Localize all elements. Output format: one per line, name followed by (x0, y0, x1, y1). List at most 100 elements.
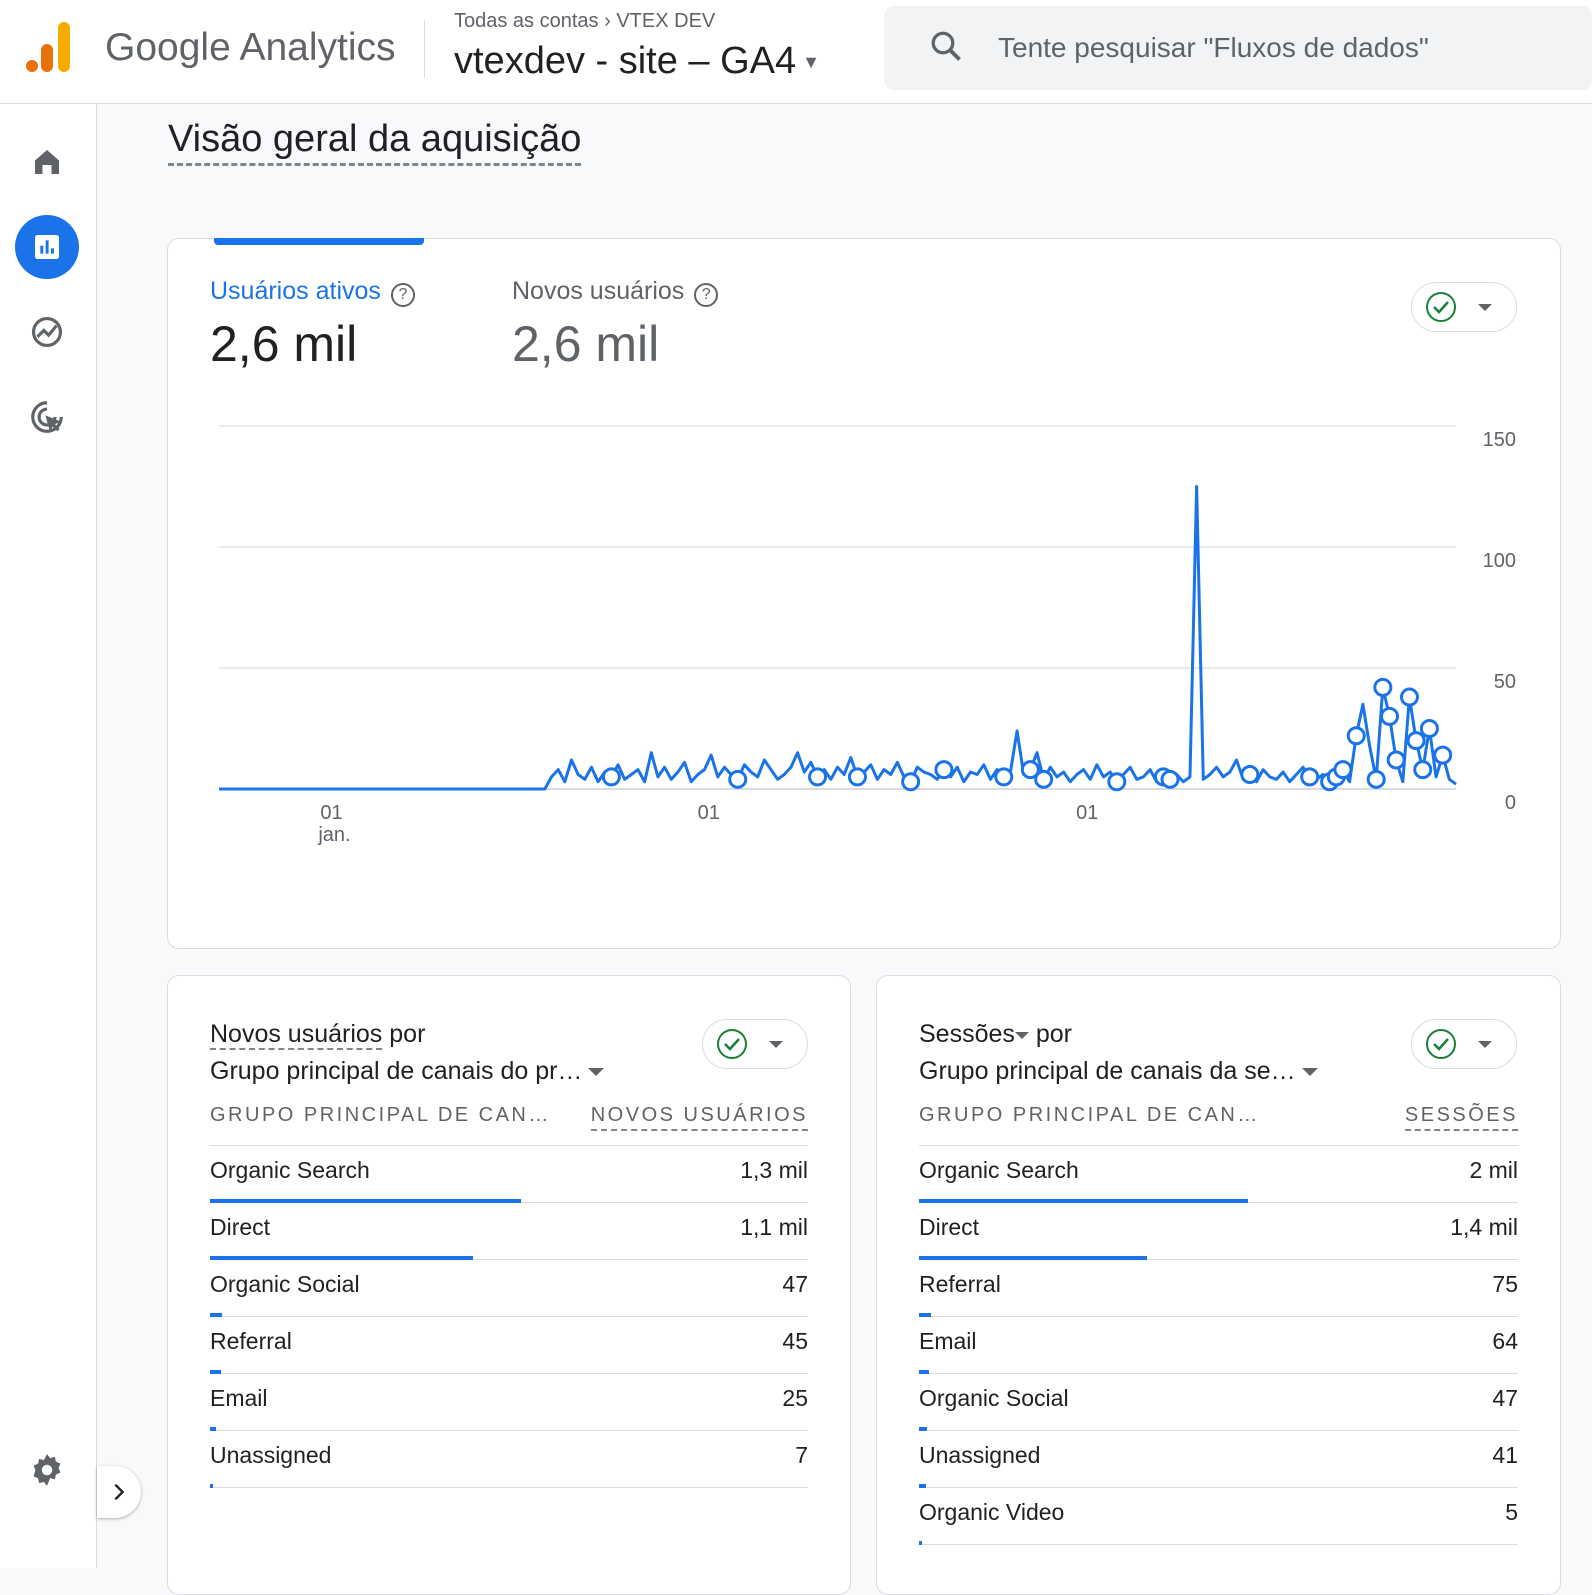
active-tab-indicator (214, 238, 424, 245)
nav-advertising[interactable] (15, 385, 79, 449)
row-label: Unassigned (919, 1441, 1041, 1468)
anomaly-point (601, 767, 621, 787)
table-row[interactable]: Direct 1,4 mil (919, 1203, 1518, 1260)
row-value: 25 (782, 1384, 808, 1411)
dimension-selector[interactable]: Grupo principal de canais do pr… (210, 1057, 808, 1086)
overview-card: Usuários ativos? 2,6 mil Novos usuários?… (167, 238, 1561, 949)
sidebar (0, 104, 97, 1568)
caret-down-icon: ▼ (802, 52, 820, 73)
column-header-metric[interactable]: SESSÕES (1404, 1104, 1518, 1131)
nav-reports[interactable] (15, 215, 79, 279)
search-placeholder: Tente pesquisar "Fluxos de dados" (998, 32, 1429, 63)
anomaly-point (934, 760, 954, 780)
table-row[interactable]: Organic Search 1,3 mil (210, 1146, 808, 1203)
table-row[interactable]: Organic Search 2 mil (919, 1146, 1518, 1203)
help-icon[interactable]: ? (390, 282, 415, 307)
brand-name: Google Analytics (105, 26, 396, 69)
y-tick-label: 0 (1505, 792, 1516, 814)
comparison-menu-button[interactable] (1411, 282, 1517, 332)
table-row[interactable]: Unassigned 41 (919, 1431, 1518, 1488)
anomaly-point (1419, 719, 1439, 738)
nav-home[interactable] (15, 130, 79, 194)
table-row[interactable]: Referral 45 (210, 1317, 808, 1374)
explore-icon (31, 316, 63, 348)
metric-tab-active-users[interactable]: Usuários ativos? 2,6 mil (210, 277, 415, 373)
anomaly-point (1379, 706, 1399, 726)
anomaly-point (1386, 750, 1406, 770)
table-row[interactable]: Email 25 (210, 1374, 808, 1431)
share-bar (210, 1313, 222, 1317)
row-value: 1,3 mil (740, 1156, 808, 1183)
table-row[interactable]: Referral 75 (919, 1260, 1518, 1317)
sessions-by-channel-card: Sessões por Grupo principal de canais da… (876, 975, 1561, 1595)
anomaly-point (1373, 677, 1393, 697)
nav-admin[interactable] (15, 1438, 79, 1502)
metric-selector[interactable]: Sessões por (919, 1020, 1518, 1049)
dimension-label: Grupo principal de canais da se… (919, 1057, 1296, 1085)
table-row[interactable]: Direct 1,1 mil (210, 1203, 808, 1260)
advertising-icon (31, 401, 63, 433)
page-title[interactable]: Visão geral da aquisição (168, 118, 582, 166)
new-users-by-channel-card: Novos usuários por Grupo principal de ca… (167, 975, 851, 1595)
share-bar (210, 1484, 213, 1488)
table-row[interactable]: Organic Social 47 (210, 1260, 808, 1317)
property-selector[interactable]: vtexdev - site – GA4 ▼ (454, 40, 820, 83)
breadcrumb-root[interactable]: Todas as contas (454, 10, 599, 32)
y-tick-label: 150 (1483, 429, 1516, 451)
x-tick-label: 01 (320, 802, 342, 824)
y-tick-label: 100 (1483, 550, 1516, 572)
anomaly-point (847, 767, 867, 787)
table-row[interactable]: Organic Video 5 (919, 1488, 1518, 1545)
anomaly-point (1366, 769, 1386, 789)
caret-down-icon (769, 1040, 783, 1048)
share-bar (919, 1484, 926, 1488)
anomaly-point (1240, 764, 1260, 784)
anomaly-point (1399, 687, 1419, 707)
share-bar (210, 1427, 216, 1431)
row-label: Email (919, 1327, 977, 1354)
column-header-metric[interactable]: NOVOS USUÁRIOS (590, 1104, 808, 1131)
anomaly-point (1034, 769, 1054, 789)
metric-selector[interactable]: Novos usuários (210, 1020, 383, 1050)
metric-label: Novos usuários (512, 277, 685, 305)
share-bar (919, 1199, 1249, 1203)
row-label: Organic Social (919, 1384, 1069, 1411)
anomaly-point (1160, 769, 1180, 789)
nav-explore[interactable] (15, 300, 79, 364)
share-bar (919, 1427, 927, 1431)
table-row[interactable]: Unassigned 7 (210, 1431, 808, 1488)
table-row[interactable]: Organic Social 47 (919, 1374, 1518, 1431)
channel-table: Sessões por Grupo principal de canais da… (919, 1020, 1518, 1545)
gear-icon (33, 1454, 61, 1486)
anomaly-point (1406, 731, 1426, 751)
row-value: 1,1 mil (740, 1213, 808, 1240)
breadcrumb-account[interactable]: VTEX DEV (616, 10, 716, 32)
analytics-logo-icon[interactable] (24, 22, 74, 74)
search-icon (931, 31, 961, 61)
row-label: Direct (919, 1213, 980, 1240)
x-tick-sublabel: jan. (317, 824, 350, 846)
search-input[interactable]: Tente pesquisar "Fluxos de dados" (884, 6, 1592, 90)
y-tick-label: 50 (1494, 671, 1516, 693)
check-circle-icon (1426, 1029, 1456, 1059)
comparison-menu-button[interactable] (1411, 1019, 1517, 1069)
row-label: Organic Social (210, 1270, 360, 1297)
dimension-selector[interactable]: Grupo principal de canais da se… (919, 1057, 1518, 1086)
table-row[interactable]: Email 64 (919, 1317, 1518, 1374)
help-icon[interactable]: ? (694, 282, 719, 307)
por-label: por (1035, 1020, 1072, 1048)
anomaly-point (1107, 772, 1127, 792)
expand-sidebar-button[interactable] (97, 1466, 141, 1518)
breadcrumb[interactable]: Todas as contas › VTEX DEV (454, 10, 715, 33)
anomaly-point (1333, 760, 1353, 780)
divider (424, 20, 425, 78)
property-name: vtexdev - site – GA4 (454, 40, 797, 82)
comparison-menu-button[interactable] (702, 1019, 808, 1069)
caret-down-icon (1014, 1031, 1029, 1039)
anomaly-point (1300, 767, 1320, 787)
series-line (219, 485, 1457, 791)
row-label: Organic Search (919, 1156, 1079, 1183)
anomaly-point (808, 767, 828, 787)
metric-tab-new-users[interactable]: Novos usuários? 2,6 mil (512, 277, 719, 373)
dimension-label: Grupo principal de canais do pr… (210, 1057, 583, 1085)
